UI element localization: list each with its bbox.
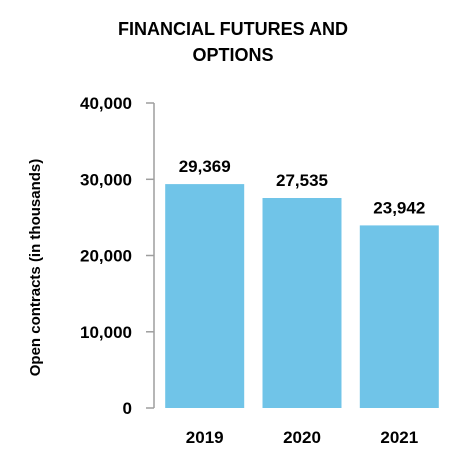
y-tick-label-40000: 40,000 xyxy=(80,94,132,113)
y-tick-label-30000: 30,000 xyxy=(80,170,132,189)
data-label-2019: 29,369 xyxy=(179,157,231,176)
bar-2020 xyxy=(262,198,342,408)
category-label-2019: 2019 xyxy=(186,428,224,447)
y-tick-label-0: 0 xyxy=(123,399,132,418)
y-axis-title: Open contracts (in thousands) xyxy=(27,159,44,377)
plot-area: 29,369 2019 27,535 2020 23,942 2021 0 10,000 20,… xyxy=(27,94,439,447)
chart-title-line-2: OPTIONS xyxy=(192,45,274,65)
category-label-2020: 2020 xyxy=(283,428,321,447)
bar-2019 xyxy=(165,184,245,408)
y-tick-label-20000: 20,000 xyxy=(80,247,132,266)
chart-title-line-1: FINANCIAL FUTURES AND xyxy=(118,19,348,39)
y-tick-label-10000: 10,000 xyxy=(80,323,132,342)
category-label-2021: 2021 xyxy=(380,428,418,447)
bar-2021 xyxy=(359,225,439,408)
data-label-2021: 23,942 xyxy=(373,198,425,217)
chart-title: FINANCIAL FUTURES AND OPTIONS xyxy=(0,16,466,68)
data-label-2020: 27,535 xyxy=(276,171,328,190)
